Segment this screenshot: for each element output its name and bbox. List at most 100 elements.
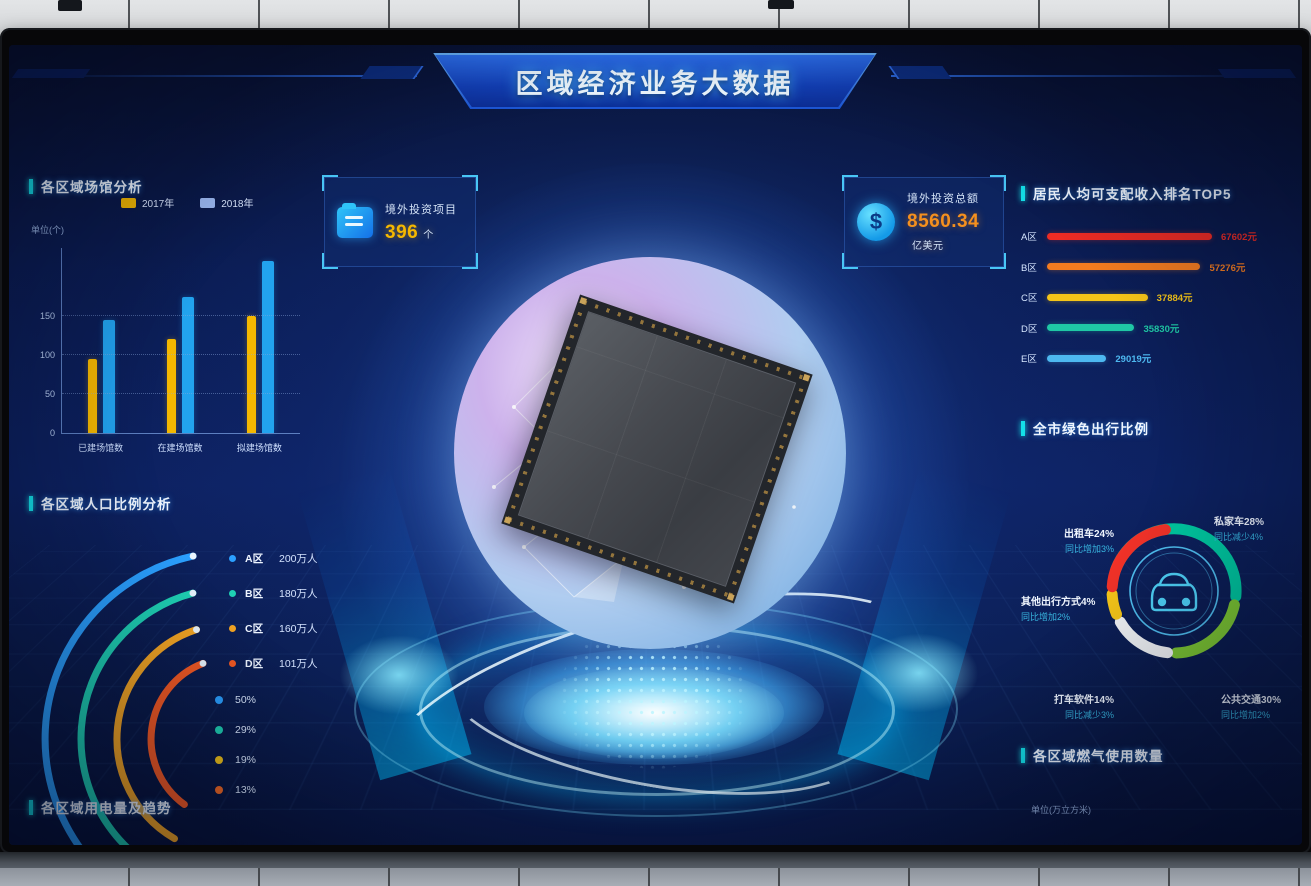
header-line-left [17,75,417,77]
chart-gridline [62,315,300,316]
y-tick-label: 150 [39,311,55,321]
arc-end-dot [189,589,197,597]
population-region: A区 [245,553,264,565]
population-value: 101万人 [279,658,318,670]
population-arc-C区 [113,626,200,843]
x-tick-label: 拟建场馆数 [236,443,282,453]
electricity-panel-header: 各区域用电量及趋势 [29,797,172,817]
population-arc-chart [41,552,207,845]
travel-donut-chart [1106,523,1242,659]
investment-amount: 8560.34 [907,210,980,232]
card-texts: 境外投资总额 8560.34 亿美元 [907,190,991,255]
population-region: B区 [245,588,264,600]
donut-label-sub: 同比增加3% [1064,544,1114,554]
donut-label-sub: 同比减少4% [1214,532,1264,542]
population-dot [229,660,236,667]
page-title: 区域经济业务大数据 [515,68,795,99]
shelf-ledge [0,852,1311,870]
income-region-label: C区 [1021,293,1038,305]
income-region-label: B区 [1021,262,1037,274]
legend-label: 2018年 [221,199,254,210]
wall-tiles-bottom [0,868,1311,886]
legend-dot [215,696,223,704]
donut-slice-left [1106,588,1122,620]
platform-side-glow-right [859,633,979,713]
dollar-glyph: $ [869,209,883,234]
population-label-row: A区 200万人 [229,541,318,576]
x-tick-label: 在建场馆数 [157,443,203,453]
y-tick-label: 0 [49,428,55,438]
income-row: E区 29019元 [1021,343,1302,374]
wall-mount-left [58,0,82,11]
income-region-label: A区 [1021,232,1037,244]
population-value: 200万人 [279,553,318,565]
dashboard-screen: 区域经济业务大数据 各区域场馆分析 2017年 2018年 单位(个) 0 50 10… [9,45,1302,845]
population-labels: A区 200万人 B区 180万人 C区 160万人 D区 101万人 [229,541,318,681]
chart-gridline [62,393,300,394]
venues-x-axis: 已建场馆数 在建场馆数 拟建场馆数 [61,441,299,454]
donut-label-main: 出租车24% [1063,529,1114,540]
header-accent-bar [29,178,33,194]
donut-slice-bottom-left [1114,616,1173,659]
population-arc-B区 [77,589,197,845]
venues-unit-label: 单位(个) [31,225,64,235]
bracket-corner [842,175,858,191]
card-title: 境外投资项目 [385,203,457,216]
donut-label-bottom-left: 打车软件14% 同比减少3% [984,693,1114,723]
population-arc-A区 [41,552,197,845]
income-row: D区 35830元 [1021,313,1302,344]
donut-label-main: 其他出行方式4% [1021,597,1096,608]
projects-unit: 个 [423,229,434,241]
venues-bars [62,248,300,433]
income-bar [1047,324,1135,332]
bar-2017年 [167,339,177,433]
folder-icon [337,202,373,238]
platform-side-glow-left [339,635,459,715]
dollar-icon: $ [857,203,895,241]
population-value: 160万人 [279,623,318,635]
investment-stat-card: $ 境外投资总额 8560.34 亿美元 [842,175,1006,269]
bar-2017年 [246,316,256,433]
bar-group [167,296,195,433]
folder-icon-line [345,215,363,219]
chip-corner-pad [503,516,512,525]
venues-bar-chart [61,248,300,434]
header-corner-right [1217,69,1297,78]
card-value: 8560.34 亿美元 [907,211,991,255]
projects-count: 396 [385,221,419,243]
wall-mount-right [768,0,794,9]
legend-dot [215,756,223,764]
title-banner: 区域经济业务大数据 [433,53,877,109]
y-tick-label: 100 [39,350,55,360]
population-dot [229,555,236,562]
population-dot [229,625,236,632]
population-label-row: B区 180万人 [229,576,318,611]
donut-label-top-right: 私家车28% 同比减少4% [1214,515,1302,545]
header-line-right [891,75,1293,77]
income-panel-header: 居民人均可支配收入排名TOP5 [1021,183,1232,203]
income-region-label: E区 [1021,354,1037,366]
gas-unit-label: 单位(万立方米) [1031,805,1091,815]
travel-panel-header: 全市绿色出行比例 [1021,418,1149,438]
electricity-panel-title: 各区域用电量及趋势 [41,801,172,816]
income-value: 67602元 [1221,232,1257,244]
donut-label-main: 公共交通30% [1221,695,1282,706]
legend-percent: 29% [235,724,257,736]
income-row: C区 37884元 [1021,282,1302,313]
population-panel-header: 各区域人口比例分析 [29,493,172,513]
donut-label-main: 私家车28% [1214,517,1265,528]
population-legend: 50% 29% 19% 13% [215,685,256,805]
population-legend-row: 13% [215,775,256,805]
income-panel-title: 居民人均可支配收入排名TOP5 [1033,187,1232,202]
population-arc-D区 [147,659,207,808]
population-region: C区 [245,623,264,635]
legend-percent: 13% [235,784,257,796]
legend-item: 2017年 [121,195,174,210]
bracket-corner [322,175,338,191]
income-bar [1047,232,1212,240]
card-title: 境外投资总额 [907,192,979,205]
donut-slice-bottom-right [1170,599,1240,659]
bracket-corner [990,253,1006,269]
bracket-corner [842,253,858,269]
car-icon [1150,572,1198,612]
